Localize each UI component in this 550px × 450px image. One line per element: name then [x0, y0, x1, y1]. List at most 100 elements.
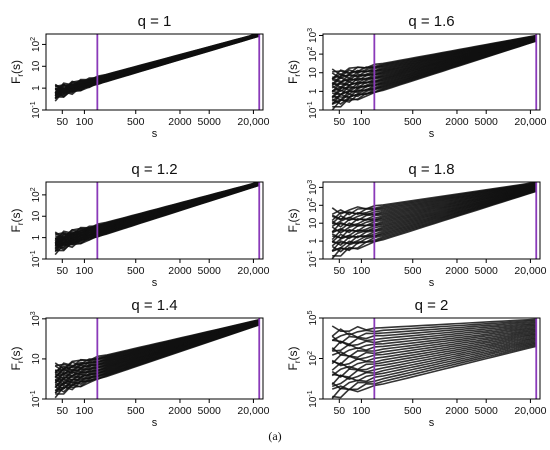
y-tick-label: 1 [31, 85, 42, 91]
x-tick-label: 2000 [168, 265, 192, 277]
x-tick-label: 5000 [198, 405, 222, 417]
y-tick-label: 10 [31, 353, 42, 365]
series-line [332, 326, 537, 352]
y-tick-label: 102 [307, 351, 319, 366]
y-tick-label: 10 [308, 217, 319, 229]
series-line [54, 182, 260, 239]
y-axis-label: Fr(s) [286, 60, 302, 84]
y-tick-label: 103 [30, 311, 42, 326]
series-line [331, 344, 537, 399]
y-axis-label: Fr(s) [286, 208, 302, 232]
y-tick-label: 102 [307, 198, 319, 213]
panel-4: q = 1.8 50 100 500 2000 5000 20,000 s 10-1 1 10 102… [286, 161, 547, 289]
x-axis-label: s [152, 277, 158, 289]
y-axis-label: Fr(s) [286, 346, 302, 370]
x-tick-label: 20,000 [514, 265, 546, 277]
x-tick-label: 500 [127, 116, 145, 128]
series-line [331, 331, 537, 366]
series-line [54, 318, 260, 370]
panel-1: q = 1 50 100 500 2000 5000 20,000 s 10-1 1 10 102 Fr… [9, 13, 270, 140]
series-line [331, 340, 537, 388]
y-tick-label: 102 [30, 187, 42, 202]
y-axis-label: Fr(s) [9, 208, 25, 232]
x-tick-label: 20,000 [237, 405, 269, 417]
panel-5: q = 1.4 50 100 500 2000 5000 20,000 s 10-1 10 103 F… [9, 297, 270, 429]
panel-title: q = 1 [138, 13, 172, 30]
y-tick-label: 105 [307, 310, 319, 325]
x-tick-label: 100 [353, 116, 371, 128]
panel-title: q = 1.4 [131, 297, 177, 314]
series-group [54, 34, 260, 102]
x-tick-label: 100 [76, 405, 94, 417]
y-tick-label: 10-1 [30, 250, 42, 267]
x-tick-label: 100 [76, 116, 94, 128]
x-tick-label: 5000 [198, 265, 222, 277]
x-tick-label: 50 [333, 116, 345, 128]
y-tick-label: 103 [307, 180, 319, 195]
x-tick-label: 2000 [445, 405, 469, 417]
x-axis-label: s [152, 417, 158, 429]
x-tick-label: 50 [56, 265, 68, 277]
y-tick-label: 10-1 [307, 101, 319, 118]
series-group [331, 318, 537, 399]
x-tick-label: 5000 [475, 116, 499, 128]
y-tick-label: 1 [308, 88, 319, 94]
series-group [54, 182, 260, 256]
x-tick-label: 100 [353, 265, 371, 277]
x-tick-label: 50 [333, 265, 345, 277]
x-tick-label: 50 [56, 405, 68, 417]
y-tick-label: 1 [31, 234, 42, 240]
figure-caption: (a) [268, 429, 282, 443]
x-tick-label: 20,000 [237, 265, 269, 277]
x-tick-label: 2000 [445, 265, 469, 277]
y-axis-label: Fr(s) [9, 60, 25, 84]
y-axis-label: Fr(s) [9, 346, 25, 370]
series-line [331, 321, 537, 342]
x-tick-label: 5000 [198, 116, 222, 128]
x-tick-label: 5000 [475, 405, 499, 417]
x-tick-label: 100 [76, 265, 94, 277]
plot-frame [322, 181, 541, 260]
y-tick-label: 102 [30, 37, 42, 52]
x-tick-label: 20,000 [514, 116, 546, 128]
x-tick-label: 500 [404, 265, 422, 277]
y-tick-label: 10 [31, 210, 42, 222]
series-line [332, 337, 537, 378]
series-group [54, 318, 260, 399]
x-axis-label: s [429, 128, 435, 140]
x-tick-label: 50 [333, 405, 345, 417]
series-line [331, 332, 537, 367]
x-axis-label: s [429, 417, 435, 429]
plot-frame [322, 33, 541, 111]
y-tick-label: 10-1 [307, 250, 319, 267]
series-line [331, 342, 537, 391]
series-line [331, 34, 537, 76]
y-tick-label: 10 [308, 67, 319, 79]
series-line [331, 336, 537, 379]
series-line [332, 345, 537, 399]
x-tick-label: 500 [127, 265, 145, 277]
series-line [332, 323, 537, 346]
x-axis-label: s [152, 128, 158, 140]
y-tick-label: 10 [31, 60, 42, 72]
y-tick-label: 10-1 [30, 101, 42, 118]
series-line [331, 335, 537, 377]
series-line [331, 327, 537, 356]
x-tick-label: 20,000 [514, 405, 546, 417]
panel-2: q = 1.6 50 100 500 2000 5000 20,000 s 10-1 1 10 102… [286, 13, 547, 140]
x-tick-label: 100 [353, 405, 371, 417]
x-tick-label: 500 [127, 405, 145, 417]
y-tick-label: 102 [307, 46, 319, 61]
x-tick-label: 2000 [445, 116, 469, 128]
x-tick-label: 2000 [168, 405, 192, 417]
y-tick-label: 103 [307, 28, 319, 43]
panel-title: q = 1.6 [408, 13, 454, 30]
panel-title: q = 1.8 [408, 161, 454, 178]
series-line [331, 318, 537, 333]
series-line [331, 182, 537, 215]
y-tick-label: 10-1 [30, 390, 42, 407]
y-tick-label: 1 [308, 238, 319, 244]
plot-frame [45, 181, 264, 260]
series-group [331, 182, 537, 259]
